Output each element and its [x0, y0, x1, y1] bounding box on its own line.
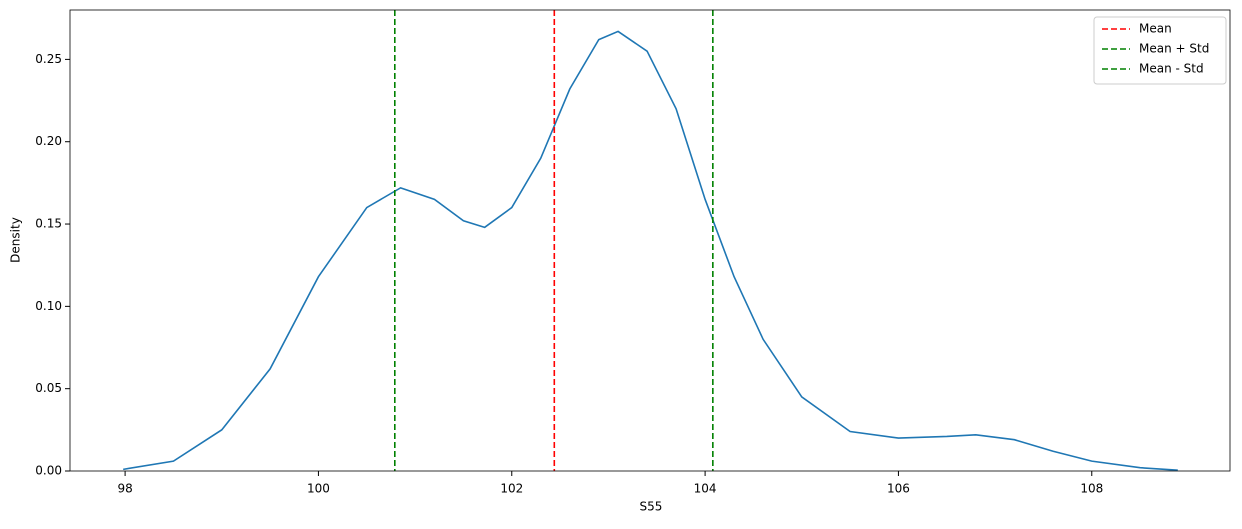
x-tick-label: 98	[117, 482, 132, 496]
y-axis-label: Density	[9, 217, 23, 263]
x-tick-label: 108	[1080, 482, 1103, 496]
x-tick-label: 106	[887, 482, 910, 496]
y-tick-label: 0.10	[35, 299, 62, 313]
plot-frame	[69, 9, 1231, 472]
legend-label: Mean	[1139, 22, 1172, 36]
legend-box	[1093, 16, 1227, 85]
y-tick-label: 0.25	[35, 52, 62, 66]
kde-line	[123, 30, 1178, 471]
x-tick-label: 100	[307, 482, 330, 496]
y-tick-label: 0.15	[35, 217, 62, 231]
y-tick-label: 0.20	[35, 134, 62, 148]
x-axis-label: S55	[640, 500, 663, 514]
y-tick-label: 0.00	[35, 464, 62, 478]
y-tick-label: 0.05	[35, 381, 62, 395]
x-tick-label: 104	[694, 482, 717, 496]
legend-label: Mean - Std	[1139, 62, 1204, 76]
legend-label: Mean + Std	[1139, 42, 1209, 56]
x-tick-label: 102	[500, 482, 523, 496]
